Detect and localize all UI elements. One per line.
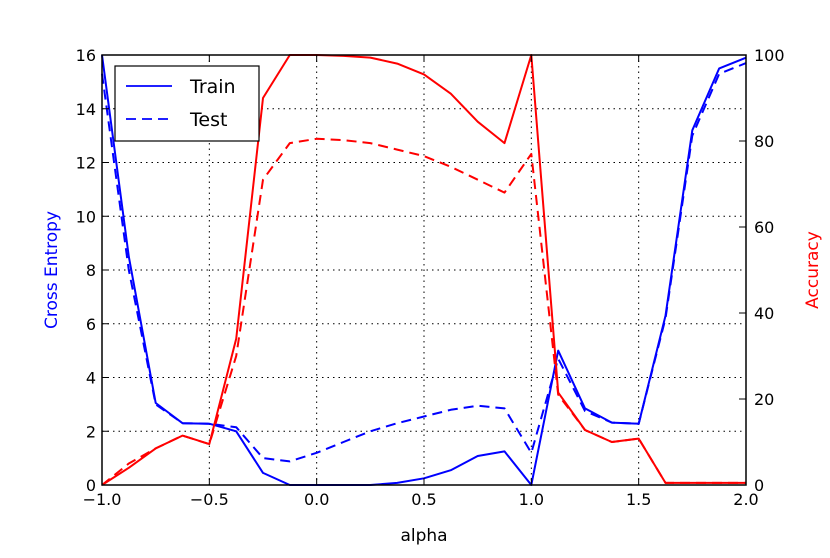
axis-ticks: −1.0 −0.5 0.0 0.5 1.0 1.5 2.002468101214160204…: [76, 46, 785, 509]
accuracy-train-line: [101, 54, 746, 486]
legend-label-test: Test: [189, 109, 227, 131]
y-right-tick-label: 80: [754, 132, 774, 151]
y-axis-right-label: Accuracy: [803, 231, 823, 309]
y-axis-left-label: Cross Entropy: [42, 211, 62, 329]
y-left-tick-label: 2: [86, 422, 96, 441]
x-tick-label: 0.5: [411, 490, 436, 509]
x-tick-label: 2.0: [733, 490, 758, 509]
y-left-tick-label: 8: [86, 261, 96, 280]
x-tick-label: −0.5: [190, 490, 229, 509]
cross-entropy-test-line: [101, 62, 747, 463]
x-tick-label: −1.0: [83, 490, 122, 509]
x-tick-label: 1.5: [626, 490, 651, 509]
x-axis-label: alpha: [400, 526, 447, 546]
legend-box: [114, 65, 260, 142]
legend: Train Test: [114, 65, 260, 142]
y-right-tick-label: 0: [754, 476, 764, 495]
y-right-tick-label: 20: [754, 390, 774, 409]
x-tick-label: 1.0: [519, 490, 544, 509]
y-left-tick-label: 6: [86, 315, 96, 334]
y-left-tick-label: 4: [86, 369, 96, 388]
y-left-tick-label: 16: [76, 46, 96, 65]
y-right-tick-label: 60: [754, 218, 774, 237]
y-left-tick-label: 14: [76, 100, 96, 119]
legend-label-train: Train: [189, 76, 236, 98]
y-left-tick-label: 10: [76, 207, 96, 226]
y-left-tick-label: 12: [76, 154, 96, 173]
x-tick-label: 0.0: [304, 490, 329, 509]
y-right-tick-label: 100: [754, 46, 785, 65]
y-left-tick-label: 0: [86, 476, 96, 495]
y-right-tick-label: 40: [754, 304, 774, 323]
